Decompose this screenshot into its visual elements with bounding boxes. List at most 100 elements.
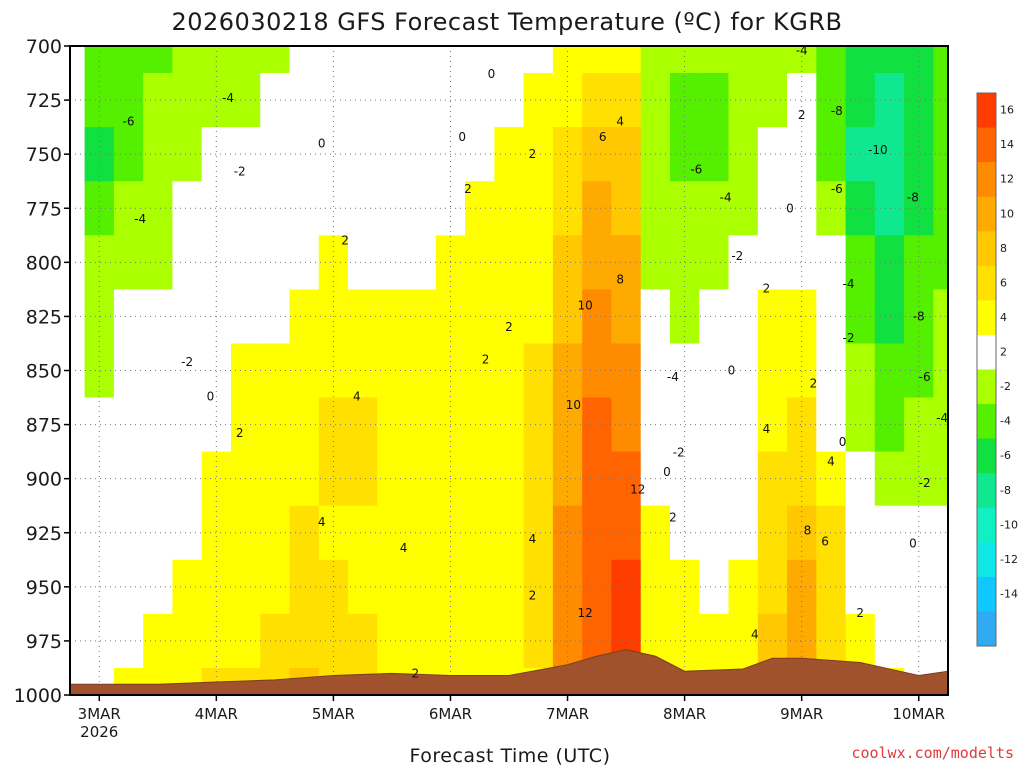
temp-cell xyxy=(172,46,203,74)
temp-cell xyxy=(318,559,349,615)
temp-cell xyxy=(699,73,730,128)
contour-label: -6 xyxy=(690,162,702,176)
temp-cell xyxy=(406,289,437,345)
temp-cell xyxy=(494,181,525,236)
temp-cell xyxy=(348,181,378,236)
temp-cell xyxy=(289,397,320,453)
colorbar-swatch xyxy=(977,473,996,509)
temp-cell xyxy=(84,343,115,399)
x-tick-label: 9MAR xyxy=(780,705,823,723)
temp-cell xyxy=(787,397,817,453)
contour-label: 12 xyxy=(630,483,645,497)
temp-cell xyxy=(816,289,847,345)
contour-label: 2 xyxy=(798,108,806,122)
temp-cell xyxy=(728,451,759,507)
colorbar-swatch xyxy=(977,507,996,543)
temp-cell xyxy=(699,181,730,236)
temp-cell xyxy=(494,451,525,507)
temp-cell xyxy=(406,451,437,507)
contour-label: 2 xyxy=(464,182,472,196)
contour-label: 0 xyxy=(909,537,917,551)
contour-label: -4 xyxy=(796,43,808,57)
temp-cell xyxy=(728,559,759,615)
temp-cell xyxy=(348,127,378,182)
colorbar-swatch xyxy=(977,438,996,474)
colorbar-swatch xyxy=(977,334,996,370)
temp-cell xyxy=(201,559,232,615)
contour-label: -2 xyxy=(919,476,931,490)
temp-cell xyxy=(728,127,759,182)
temp-cell xyxy=(201,181,232,236)
contour-label: 0 xyxy=(663,465,671,479)
temp-cell xyxy=(113,127,144,182)
temp-cell xyxy=(289,46,320,74)
temp-cell xyxy=(494,46,525,74)
temp-cell xyxy=(787,46,817,74)
temp-cell xyxy=(84,235,115,290)
colorbar-label: -10 xyxy=(1000,518,1018,531)
temp-cell xyxy=(289,559,320,615)
temp-cell xyxy=(699,559,730,615)
temp-cell xyxy=(816,73,847,128)
colorbar-swatch xyxy=(977,93,996,129)
temp-cell xyxy=(523,127,554,182)
y-tick-label: 800 xyxy=(26,252,62,274)
y-tick-label: 975 xyxy=(26,631,62,653)
temp-cell xyxy=(670,343,700,399)
x-tick-label: 4MAR xyxy=(195,705,238,723)
temp-cell xyxy=(348,505,378,561)
temp-cell xyxy=(143,505,174,561)
temp-cell xyxy=(318,451,349,507)
temp-cell xyxy=(377,181,408,236)
contour-label: -4 xyxy=(667,370,679,384)
temp-cell xyxy=(611,289,642,345)
temp-cell xyxy=(143,235,174,290)
temp-cell xyxy=(143,613,174,669)
temp-cell xyxy=(904,46,934,74)
colorbar-label: 16 xyxy=(1000,104,1014,117)
contour-label: -4 xyxy=(134,212,146,226)
temp-cell xyxy=(757,559,788,615)
contour-label: -6 xyxy=(919,370,931,384)
plot-area xyxy=(70,46,948,695)
temp-cell xyxy=(757,343,788,399)
temp-cell xyxy=(874,559,905,615)
temp-cell xyxy=(289,289,320,345)
colorbar-swatch xyxy=(977,127,996,163)
temp-cell xyxy=(757,289,788,345)
x-tick-label: 3MAR xyxy=(78,705,121,723)
temp-cell xyxy=(582,559,613,615)
temp-cell xyxy=(904,505,934,561)
temp-cell xyxy=(670,73,700,128)
temp-cell xyxy=(377,505,408,561)
temp-cell xyxy=(523,613,554,669)
y-tick-label: 825 xyxy=(26,306,62,328)
temp-cell xyxy=(84,73,115,128)
temp-cell xyxy=(582,289,613,345)
temp-cell xyxy=(787,343,817,399)
temp-cell xyxy=(640,46,671,74)
temp-cell xyxy=(143,451,174,507)
temp-cell xyxy=(728,73,759,128)
y-tick-label: 925 xyxy=(26,523,62,545)
temp-cell xyxy=(523,73,554,128)
temp-cell xyxy=(874,451,905,507)
contour-label: -6 xyxy=(831,182,843,196)
colorbar-label: -2 xyxy=(1000,380,1011,393)
temp-cell xyxy=(757,73,788,128)
temp-cell xyxy=(143,397,174,453)
temp-cell xyxy=(201,505,232,561)
temp-cell xyxy=(816,559,847,615)
colorbar-swatch xyxy=(977,300,996,336)
temp-cell xyxy=(728,505,759,561)
x-axis-title: Forecast Time (UTC) xyxy=(410,745,611,767)
contour-label: 12 xyxy=(577,606,592,620)
temp-cell xyxy=(787,73,817,128)
temp-cell xyxy=(377,235,408,290)
temp-cell xyxy=(904,181,934,236)
contour-label: 4 xyxy=(318,515,326,529)
temp-cell xyxy=(816,451,847,507)
contour-label: 8 xyxy=(804,524,812,538)
temp-cell xyxy=(201,127,232,182)
colorbar-swatch xyxy=(977,542,996,578)
